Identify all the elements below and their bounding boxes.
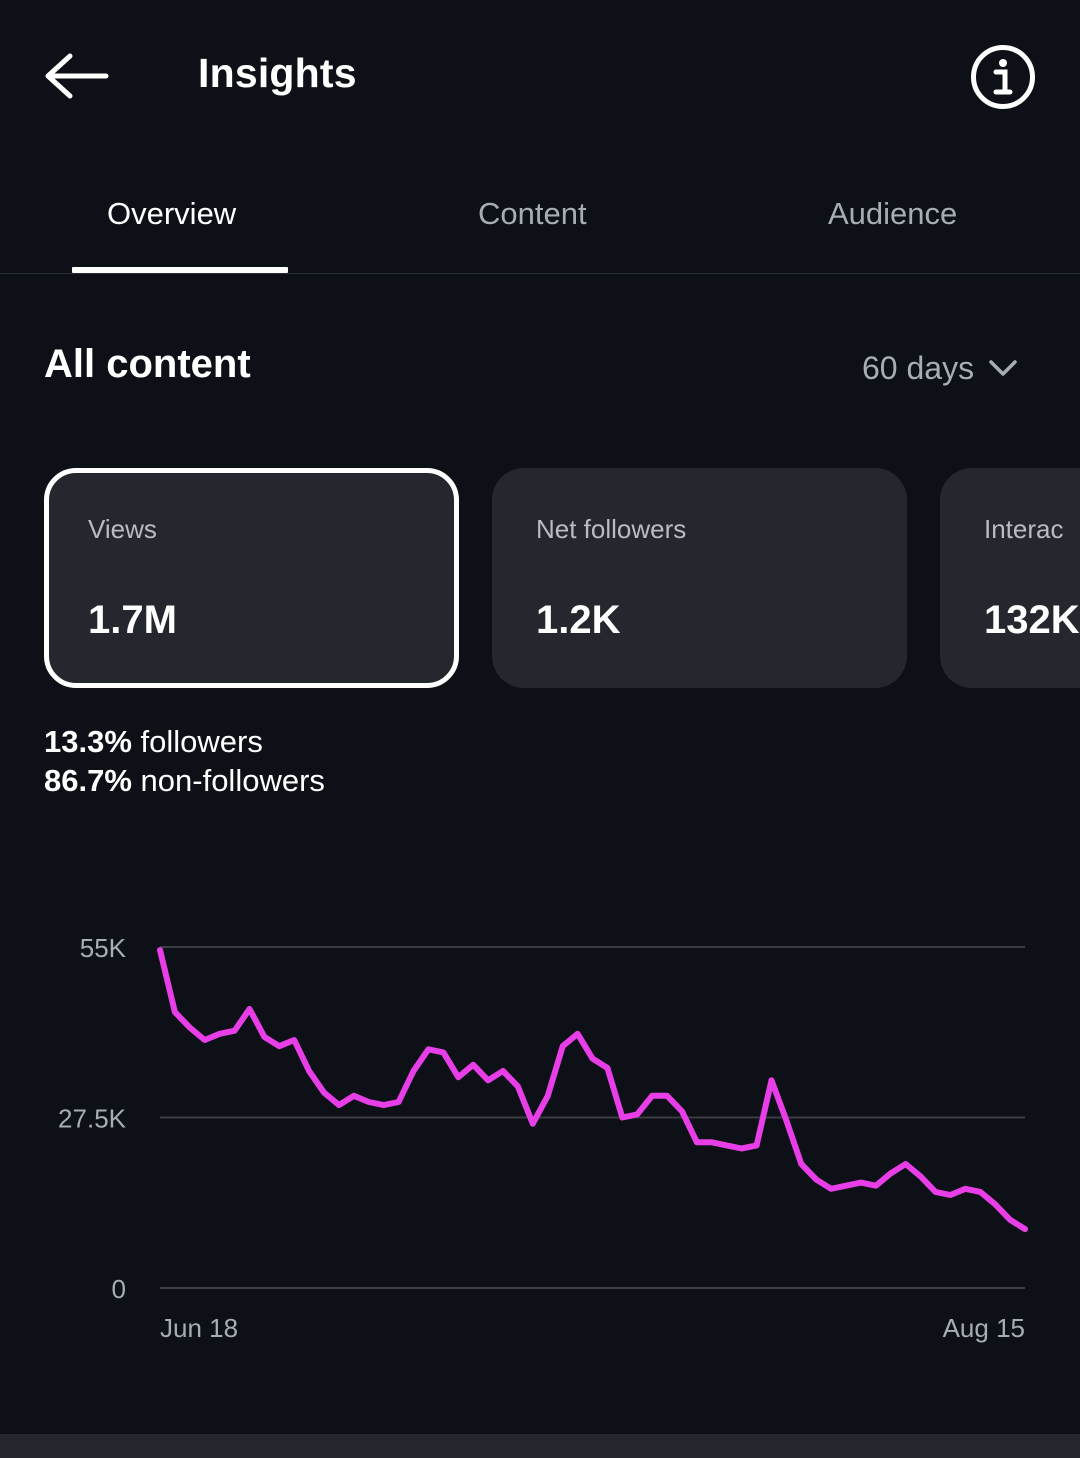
x-tick-label: Aug 15: [943, 1313, 1025, 1343]
card-value: 132K: [984, 598, 1080, 642]
views-line-chart: 55K 27.5K 0 Jun 18 Aug 15: [58, 933, 1028, 1343]
non-followers-share: 86.7% non-followers: [44, 763, 325, 798]
y-tick-label: 0: [112, 1274, 126, 1304]
page-title: Insights: [198, 50, 357, 96]
followers-share: 13.3% followers: [44, 724, 263, 759]
bottom-bar: [0, 1434, 1080, 1458]
info-icon: [971, 45, 1035, 109]
x-tick-label: Jun 18: [160, 1313, 238, 1343]
app-header: Insights: [0, 0, 1080, 150]
info-button[interactable]: [968, 42, 1038, 112]
metric-cards: Views 1.7M Net followers 1.2K Interac 13…: [0, 468, 1080, 688]
card-label: Interac: [984, 514, 1064, 544]
card-value: 1.7M: [88, 598, 177, 642]
active-tab-indicator: [72, 267, 288, 273]
views-series-line: [157, 947, 1028, 1233]
tab-content[interactable]: Content: [478, 196, 587, 231]
card-label: Views: [88, 514, 157, 544]
date-range-label: 60 days: [862, 349, 975, 386]
section-title: All content: [44, 342, 251, 386]
tab-bar: Overview Content Audience: [0, 160, 1080, 274]
interactions-card[interactable]: Interac 132K: [940, 468, 1080, 688]
y-tick-label: 55K: [80, 933, 127, 963]
date-range-dropdown[interactable]: 60 days: [862, 346, 1018, 390]
chevron-down-icon: [989, 360, 1017, 376]
net-followers-card[interactable]: Net followers 1.2K: [492, 468, 907, 688]
card-label: Net followers: [536, 514, 687, 544]
arrow-left-icon: [45, 53, 109, 99]
y-tick-label: 27.5K: [58, 1104, 127, 1134]
card-value: 1.2K: [536, 598, 621, 642]
back-button[interactable]: [40, 44, 112, 108]
tab-audience[interactable]: Audience: [828, 196, 958, 231]
audience-breakdown: 13.3% followers 86.7% non-followers: [44, 722, 325, 800]
tab-overview[interactable]: Overview: [107, 196, 237, 231]
views-card[interactable]: Views 1.7M: [44, 468, 459, 688]
